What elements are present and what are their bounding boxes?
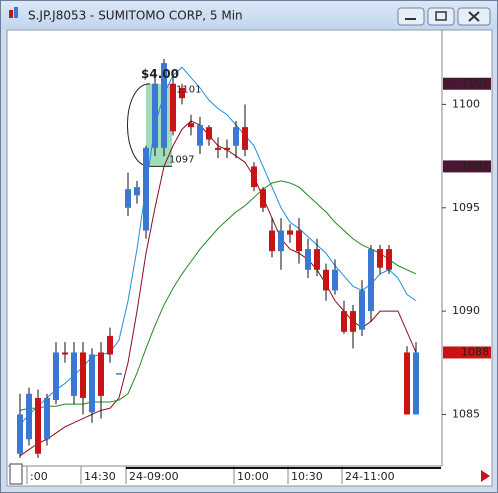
candle-body	[287, 230, 293, 235]
candle-body	[377, 249, 383, 268]
app-icon	[9, 7, 18, 18]
candle-body	[215, 147, 221, 150]
candle-body	[386, 249, 392, 270]
window-title: S.JP.J8053 - SUMITOMO CORP, 5 Min	[28, 9, 243, 23]
price-marker-label: 1101	[461, 77, 489, 90]
candle-body	[143, 147, 149, 231]
candle-body	[197, 125, 203, 146]
candle-body	[260, 189, 266, 208]
candle-body	[161, 63, 167, 148]
x-tick-label: 24-11:00	[345, 470, 395, 483]
scroll-box[interactable]	[9, 463, 23, 485]
candle-body	[269, 230, 275, 252]
candle-body	[188, 123, 194, 128]
y-tick-label: 1095	[452, 201, 480, 214]
price-marker	[443, 346, 491, 359]
candle-body	[206, 127, 212, 140]
x-tick-label: 10:00	[237, 470, 269, 483]
candle-body	[107, 335, 113, 355]
candle-body	[242, 127, 248, 150]
candle-body	[332, 269, 338, 291]
price-marker-label: 1088	[461, 345, 489, 358]
candle-body	[278, 230, 284, 252]
candle-body	[179, 87, 185, 99]
price-marker	[443, 77, 491, 90]
candle-body	[134, 187, 140, 196]
measure-low: 1097	[169, 154, 194, 165]
candle-body	[53, 352, 59, 400]
y-tick-label: 1085	[452, 407, 480, 420]
ma-line	[19, 180, 417, 411]
candle-body	[413, 352, 419, 415]
y-tick-label: 1090	[452, 304, 480, 317]
x-tick-label: 10:30	[291, 470, 323, 483]
candle-body	[359, 290, 365, 330]
candle-body	[296, 230, 302, 252]
candle-body	[80, 352, 86, 398]
candle-body	[89, 354, 95, 413]
measure-label: $4.00	[141, 67, 179, 81]
measure-high: 1101	[176, 85, 201, 96]
x-tick-label: :00	[30, 470, 48, 483]
candle-body	[170, 83, 176, 132]
candle-body	[152, 83, 158, 148]
candle-body	[305, 249, 311, 270]
x-tick-label: 14:30	[84, 470, 116, 483]
price-marker	[443, 160, 491, 173]
candle-body	[224, 147, 230, 150]
candle-body	[368, 249, 374, 312]
chart-panel	[6, 29, 493, 487]
minimize-button[interactable]	[397, 7, 425, 26]
candle-body	[350, 311, 356, 332]
candle-body	[71, 352, 77, 396]
candle-body	[323, 269, 329, 291]
candle-body	[125, 189, 131, 208]
window-buttons[interactable]	[397, 7, 491, 26]
maximize-button[interactable]	[427, 7, 455, 26]
candle-body	[35, 397, 41, 454]
candle-body	[233, 127, 239, 146]
candle-body	[17, 414, 23, 454]
measure-box	[146, 83, 172, 167]
candle-body	[26, 393, 32, 440]
scroll-arrow[interactable]	[481, 470, 490, 482]
x-tick-label: 24-09:00	[129, 470, 179, 483]
candle-body	[44, 397, 50, 440]
candle-body	[341, 311, 347, 332]
candle-body	[98, 352, 104, 396]
candle-body	[62, 352, 68, 355]
y-tick-label: 1100	[452, 97, 480, 110]
price-marker-label: 1097	[461, 159, 489, 172]
candle-body	[314, 249, 320, 270]
candle-body	[404, 352, 410, 415]
candle-body	[116, 373, 122, 375]
candle-body	[251, 166, 257, 188]
